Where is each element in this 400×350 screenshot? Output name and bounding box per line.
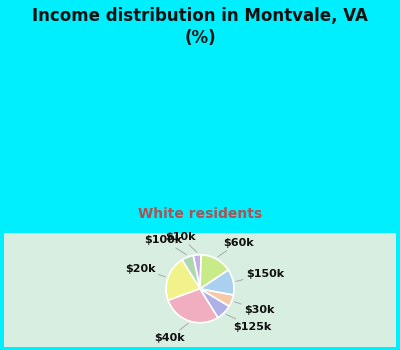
Text: $60k: $60k	[218, 238, 254, 257]
Text: $40k: $40k	[154, 323, 188, 343]
Wedge shape	[200, 255, 228, 289]
Wedge shape	[166, 260, 200, 300]
Text: $30k: $30k	[234, 302, 274, 315]
Text: $20k: $20k	[125, 264, 165, 277]
Text: Income distribution in Montvale, VA
(%): Income distribution in Montvale, VA (%)	[32, 7, 368, 47]
Text: $10k: $10k	[166, 232, 197, 252]
Wedge shape	[200, 289, 234, 306]
Wedge shape	[168, 289, 218, 323]
Text: $100k: $100k	[144, 235, 186, 255]
Text: White residents: White residents	[138, 206, 262, 220]
Wedge shape	[182, 256, 200, 289]
Wedge shape	[200, 289, 229, 317]
Wedge shape	[193, 255, 201, 289]
Text: $125k: $125k	[226, 314, 272, 331]
Text: $150k: $150k	[236, 270, 284, 281]
Wedge shape	[200, 270, 234, 295]
